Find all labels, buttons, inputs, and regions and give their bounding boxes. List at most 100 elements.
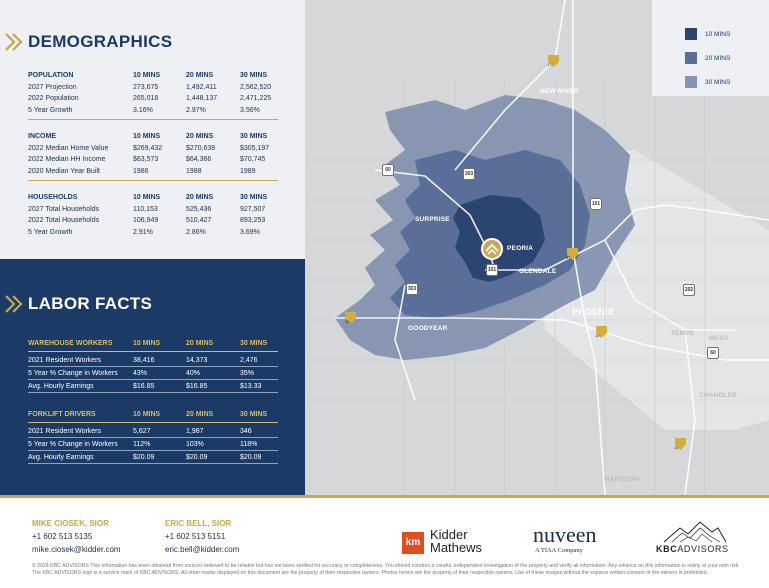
table-cell: 43% <box>133 370 148 377</box>
table-row: 2021 Resident Workers 38,416 14,373 2,47… <box>28 354 278 367</box>
header-cell: 20 MINS <box>186 340 214 347</box>
property-location-icon <box>481 238 503 260</box>
legend-label: 30 MINS <box>705 78 731 86</box>
route-number: 10 <box>674 445 679 450</box>
route-number: 17 <box>547 62 552 67</box>
mountain-logo-icon <box>663 521 727 543</box>
table-cell: $20.09 <box>133 454 155 461</box>
logo-text: KBC <box>656 544 678 554</box>
contact-email[interactable]: eric.bell@kidder.com <box>165 545 240 554</box>
gold-divider <box>0 495 769 498</box>
contact-phone[interactable]: +1 602 513 5151 <box>165 532 226 541</box>
table-cell: $269,432 <box>133 144 163 152</box>
header-cell: 30 MINS <box>240 133 268 140</box>
route-number: 60 <box>385 167 391 173</box>
route-shield-icon: 60 <box>382 164 394 176</box>
table-row: 5 Year % Change in Workers 112% 103% 118… <box>28 438 278 451</box>
table-cell: $270,638 <box>186 144 216 152</box>
header-cell: 30 MINS <box>240 340 268 347</box>
logo-text: Kidder <box>430 527 468 542</box>
route-shield-icon: 101 <box>590 198 602 210</box>
table-cell: 2.86% <box>186 228 206 236</box>
route-number: 17 <box>566 255 571 260</box>
contact-name: ERIC BELL, SIOR <box>165 519 232 528</box>
contact-phone[interactable]: +1 602 513 5135 <box>32 532 93 541</box>
table-cell: 3.16% <box>133 106 153 114</box>
table-cell: 103% <box>186 441 204 448</box>
header-cell: 10 MINS <box>133 340 161 347</box>
route-shield-icon: 101 <box>486 264 498 276</box>
city-label: GOODYEAR <box>408 325 448 332</box>
table-row: 5 Year % Change in Workers 43% 40% 35% <box>28 367 278 380</box>
route-number: 101 <box>487 267 497 273</box>
row-label: Avg. Hourly Earnings <box>28 383 94 390</box>
route-number: 10 <box>345 319 350 324</box>
legend-label: 10 MINS <box>705 30 731 38</box>
demographics-panel <box>0 0 305 259</box>
table-cell: 510,427 <box>186 217 212 224</box>
table-cell: $20.09 <box>186 454 208 461</box>
table-cell: 927,507 <box>240 205 266 213</box>
table-cell: $305,197 <box>240 144 270 152</box>
interstate-shield-icon <box>596 326 607 338</box>
row-label: 2021 Resident Workers <box>28 357 102 364</box>
header-cell: HOUSEHOLDS <box>28 194 78 201</box>
legend-swatch <box>685 28 697 40</box>
table-cell: 112% <box>133 441 151 448</box>
row-label: 2022 Median Home Value <box>28 144 109 152</box>
city-label: SURPRISE <box>415 216 450 223</box>
interstate-shield-icon <box>567 248 578 260</box>
row-label: 5 Year Growth <box>28 228 73 236</box>
table-cell: $13.33 <box>240 383 262 390</box>
table-cell: 110,153 <box>133 205 158 213</box>
contact-card: ERIC BELL, SIOR +1 602 513 5151 eric.bel… <box>165 517 239 556</box>
map-legend: 10 MINS 20 MINS 30 MINS <box>652 0 769 96</box>
route-shield-icon: 303 <box>463 168 475 180</box>
table-cell: 1989 <box>240 167 256 175</box>
kidder-mathews-logo: km <box>402 532 424 554</box>
chevron-right-icon <box>5 33 23 51</box>
table-cell: $70,745 <box>240 156 266 163</box>
kidder-mathews-wordmark: Kidder Mathews <box>430 528 482 554</box>
route-number: 60 <box>710 350 716 356</box>
table-cell: $63,573 <box>133 156 159 163</box>
households-table: HOUSEHOLDS 10 MINS 20 MINS 30 MINS 2027 … <box>28 192 278 238</box>
gold-divider <box>28 351 278 352</box>
row-label: 2022 Median HH Income <box>28 156 106 163</box>
table-cell: 2.91% <box>133 228 153 236</box>
contact-card: MIKE CIOSEK, SIOR +1 602 513 5135 mike.c… <box>32 517 121 556</box>
table-cell: $16.85 <box>133 383 155 390</box>
city-label: MESA <box>709 335 729 342</box>
row-label: 5 Year Growth <box>28 106 73 114</box>
table-header: WAREHOUSE WORKERS 10 MINS 20 MINS 30 MIN… <box>28 337 278 350</box>
header-cell: 30 MINS <box>240 194 268 201</box>
header-cell: 10 MINS <box>133 411 161 418</box>
table-cell: 3.56% <box>240 106 260 114</box>
city-label: NEW RIVER <box>540 88 579 95</box>
table-row: 2022 Median HH Income $63,573 $64,366 $7… <box>28 154 278 166</box>
labor-facts-title: LABOR FACTS <box>28 294 153 313</box>
row-label: 2020 Median Year Built <box>28 167 100 175</box>
header-cell: 20 MINS <box>186 72 214 79</box>
table-cell: 1,987 <box>186 428 204 435</box>
contact-email[interactable]: mike.ciosek@kidder.com <box>32 545 121 554</box>
header-cell: 20 MINS <box>186 194 214 201</box>
population-table: POPULATION 10 MINS 20 MINS 30 MINS 2027 … <box>28 70 278 126</box>
table-row: 2022 Median Home Value $269,432 $270,638… <box>28 143 278 155</box>
demographics-title: DEMOGRAPHICS <box>28 32 173 51</box>
header-cell: INCOME <box>28 133 56 140</box>
header-cell: 10 MINS <box>133 72 161 79</box>
row-label: 2027 Projection <box>28 83 77 91</box>
header-cell: POPULATION <box>28 72 74 79</box>
table-row: Avg. Hourly Earnings $16.85 $16.85 $13.3… <box>28 380 278 393</box>
route-shield-icon: 303 <box>406 283 418 295</box>
table-cell: $20.09 <box>240 454 262 461</box>
header-cell: 30 MINS <box>240 72 268 79</box>
table-cell: 5,627 <box>133 428 151 435</box>
interstate-shield-icon <box>675 438 686 450</box>
table-cell: 265,018 <box>133 95 159 102</box>
interstate-shield-icon <box>345 312 356 324</box>
table-cell: $64,366 <box>186 156 212 163</box>
table-cell: 2,476 <box>240 357 258 364</box>
table-cell: 1988 <box>186 167 202 175</box>
